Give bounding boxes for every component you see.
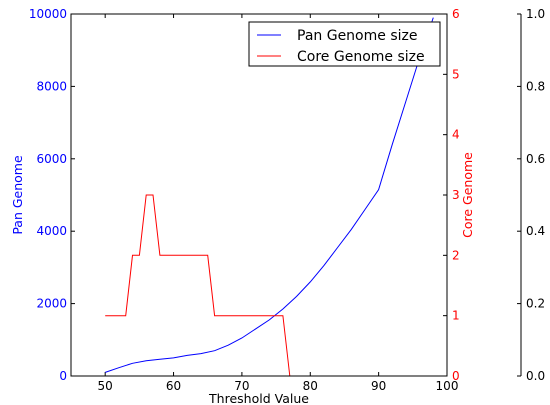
- far-right-tick-label: 0.4: [526, 224, 545, 238]
- far-right-tick-label: 0.0: [526, 369, 545, 383]
- left-tick-label: 0: [59, 369, 67, 383]
- right-tick-label: 5: [452, 67, 460, 81]
- far-right-tick-label: 0.2: [526, 297, 545, 311]
- far-right-tick-label: 0.8: [526, 79, 545, 93]
- x-tick-label: 70: [234, 379, 249, 393]
- x-tick-label: 100: [436, 379, 459, 393]
- right-tick-label: 2: [452, 248, 460, 262]
- far-right-tick-label: 1.0: [526, 7, 545, 21]
- x-axis-label: Threshold Value: [208, 391, 309, 405]
- pan-genome-series-line: [105, 17, 434, 373]
- legend-box: [248, 21, 441, 67]
- legend-label-core: Core Genome size: [297, 49, 425, 65]
- legend-label-pan: Pan Genome size: [297, 28, 417, 44]
- right-tick-label: 6: [452, 7, 460, 21]
- right-axis-label: Core Genome: [460, 152, 475, 238]
- left-tick-label: 4000: [36, 224, 67, 238]
- right-tick-label: 4: [452, 128, 460, 142]
- left-axis-label: Pan Genome: [10, 155, 25, 235]
- right-tick-label: 1: [452, 309, 460, 323]
- right-tick-label: 3: [452, 188, 460, 202]
- left-tick-label: 10000: [29, 7, 67, 21]
- x-tick-label: 50: [98, 379, 113, 393]
- legend: Pan Genome size Core Genome size: [248, 21, 441, 67]
- left-tick-label: 2000: [36, 297, 67, 311]
- core-genome-series-line: [105, 194, 291, 377]
- far-right-tick-label: 0.6: [526, 152, 545, 166]
- left-tick-label: 8000: [36, 79, 67, 93]
- x-tick-label: 90: [371, 379, 386, 393]
- right-tick-label: 0: [452, 369, 460, 383]
- plot-frame: [70, 13, 448, 377]
- left-tick-label: 6000: [36, 152, 67, 166]
- x-tick-label: 80: [303, 379, 318, 393]
- x-tick-label: 60: [166, 379, 181, 393]
